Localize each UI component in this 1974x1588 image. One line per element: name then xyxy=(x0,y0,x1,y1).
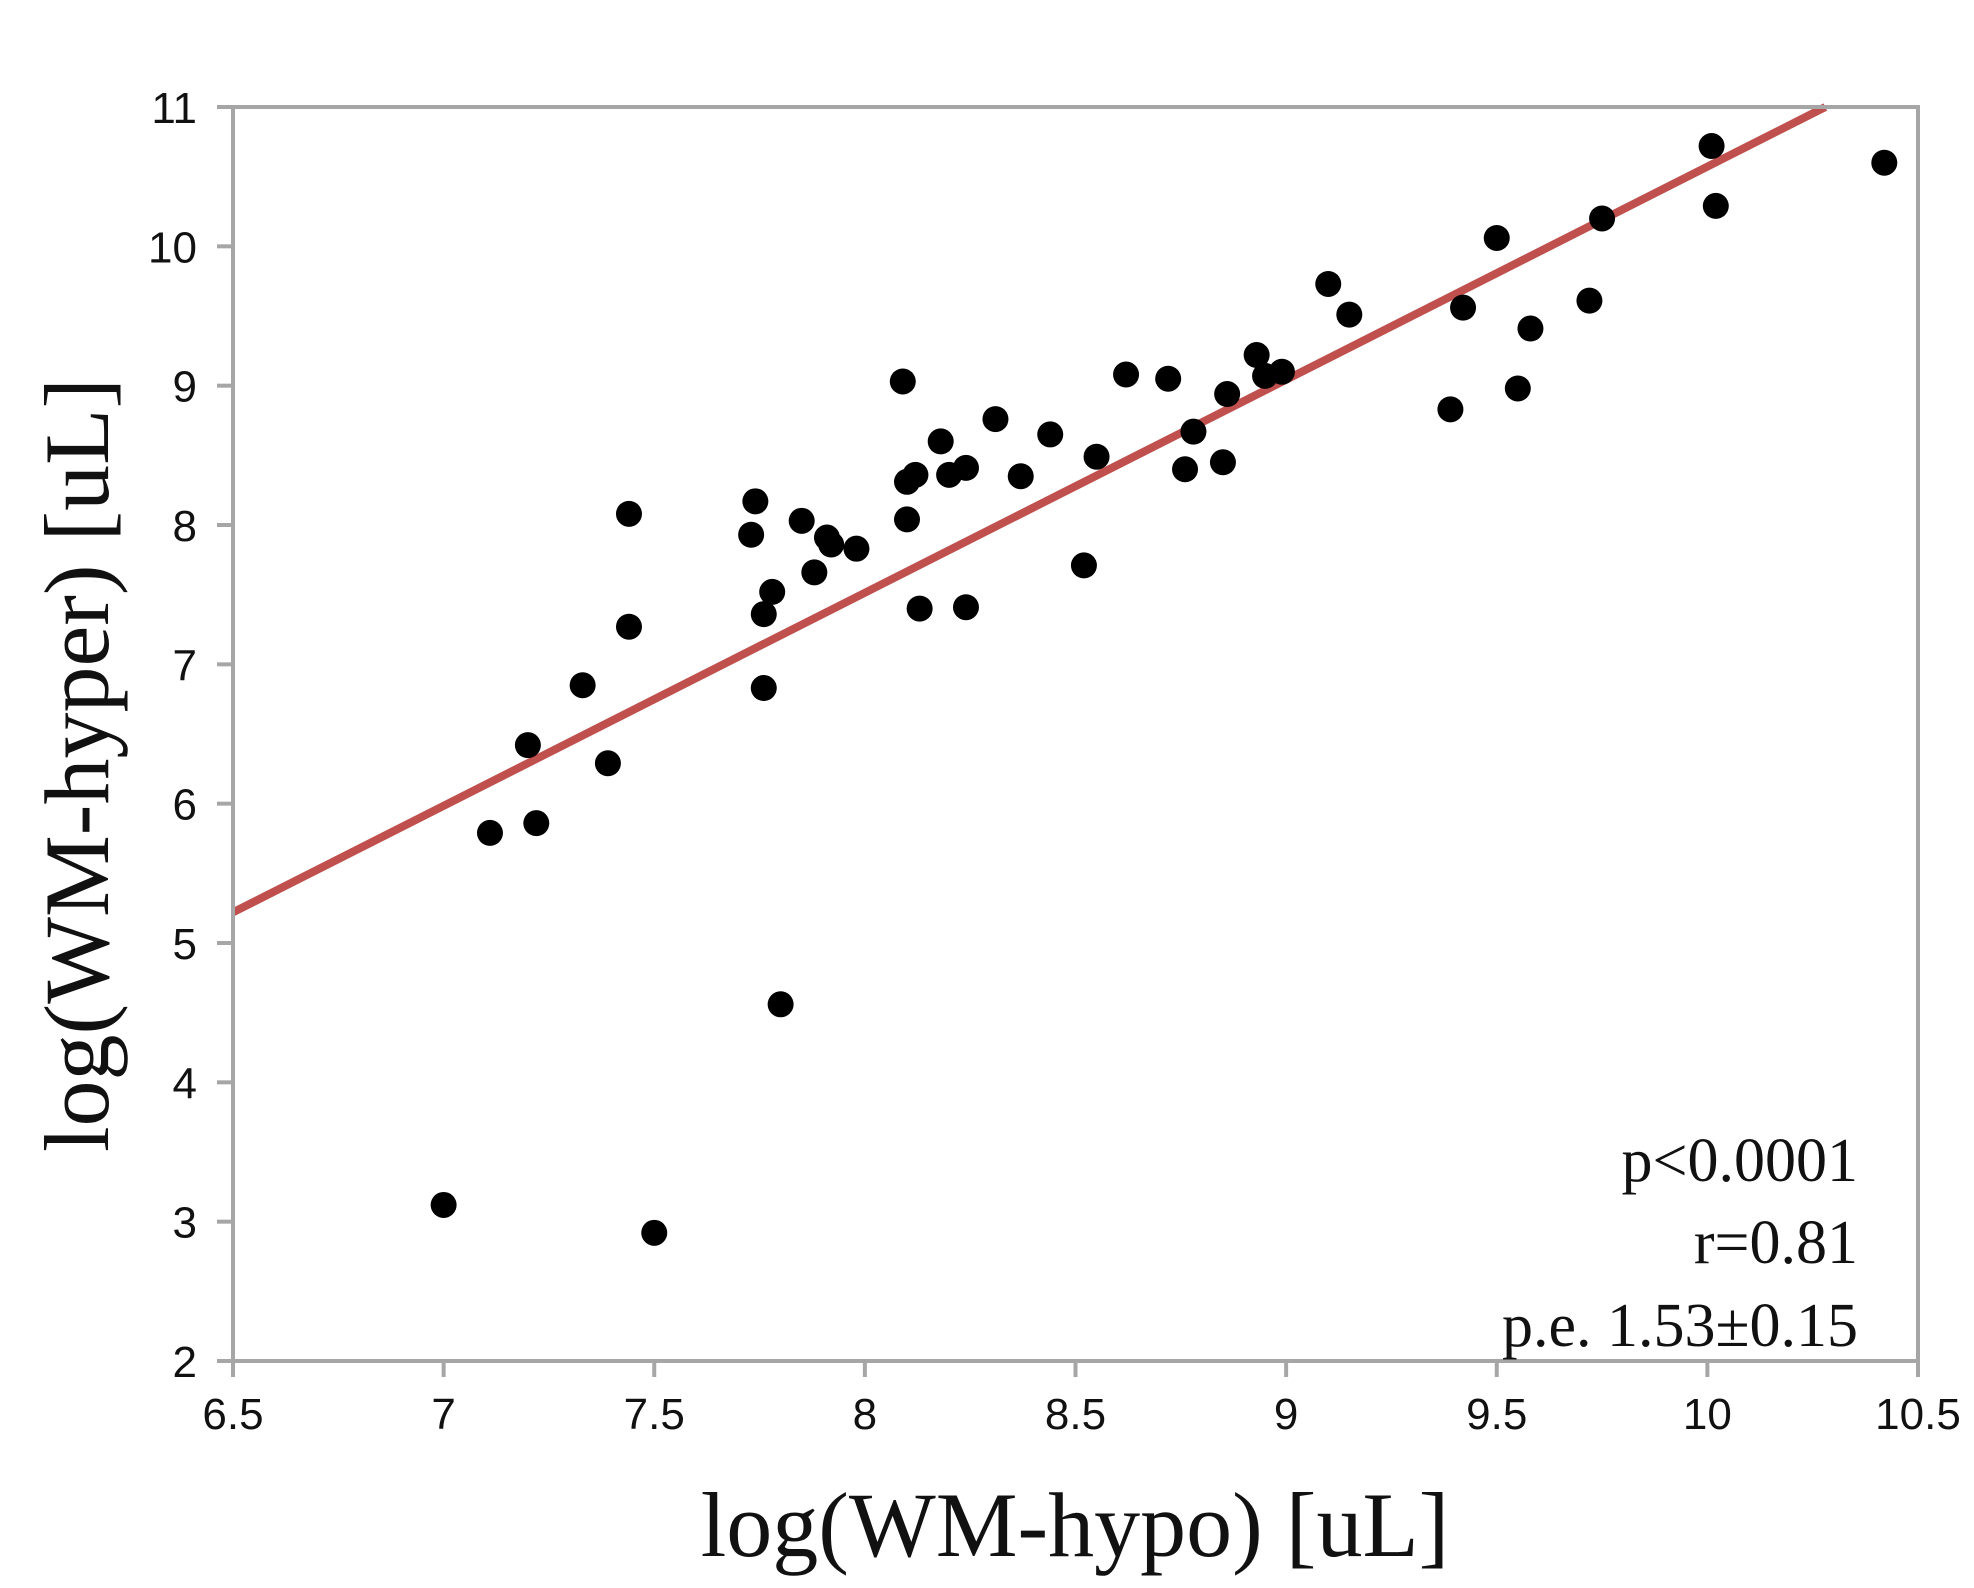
data-point xyxy=(742,488,769,515)
data-point xyxy=(788,507,815,534)
data-points xyxy=(430,133,1898,1246)
x-axis-label: log(WM-hypo) [uL] xyxy=(701,1474,1450,1576)
x-axis-ticks: 6.5 7 7.5 8 8.5 9 9.5 10 10.5 xyxy=(202,1361,1961,1439)
data-point xyxy=(1576,287,1603,314)
data-point xyxy=(1243,342,1270,369)
data-point xyxy=(1155,365,1182,392)
y-tick-label: 5 xyxy=(173,920,197,969)
x-tick-label: 7.5 xyxy=(624,1390,685,1439)
x-tick-label: 9.5 xyxy=(1466,1390,1527,1439)
data-point xyxy=(952,454,979,481)
data-point xyxy=(1007,463,1034,490)
data-point xyxy=(641,1219,668,1246)
data-point xyxy=(894,506,920,533)
plot-frame xyxy=(231,105,1920,1363)
data-point xyxy=(1070,552,1097,579)
y-tick-label: 4 xyxy=(173,1059,197,1108)
x-tick-label: 6.5 xyxy=(202,1390,263,1439)
data-point xyxy=(952,594,979,621)
data-point xyxy=(1483,224,1510,251)
data-point xyxy=(1504,375,1531,402)
x-tick-label: 7 xyxy=(431,1390,455,1439)
data-point xyxy=(801,559,828,586)
data-point xyxy=(1336,301,1363,328)
data-point xyxy=(1172,456,1199,483)
correlation-annotation: r=0.81 xyxy=(1694,1209,1858,1277)
x-tick-label: 8.5 xyxy=(1045,1390,1106,1439)
data-point xyxy=(430,1191,457,1218)
data-point xyxy=(514,732,541,759)
data-point xyxy=(767,991,794,1018)
data-point xyxy=(902,461,929,488)
data-point xyxy=(750,601,777,628)
data-point xyxy=(759,578,786,605)
data-point xyxy=(1209,449,1236,476)
data-point xyxy=(1517,315,1544,342)
data-point xyxy=(523,810,550,837)
data-point xyxy=(818,531,845,558)
data-point xyxy=(843,535,870,562)
y-axis-ticks: 2 3 4 5 6 7 8 9 10 11 xyxy=(148,84,233,1387)
y-axis-label: log(WM-hyper) [uL] xyxy=(26,378,128,1152)
data-point xyxy=(615,500,642,527)
data-point xyxy=(615,613,642,640)
y-tick-label: 7 xyxy=(173,641,197,690)
estimate-annotation: p.e. 1.53±0.15 xyxy=(1502,1292,1858,1360)
regression-line xyxy=(231,103,1828,916)
y-tick-label: 3 xyxy=(173,1199,197,1248)
data-point xyxy=(1214,381,1241,408)
y-tick-label: 2 xyxy=(173,1338,197,1387)
y-tick-label: 9 xyxy=(173,363,197,412)
data-point xyxy=(1268,358,1295,385)
data-point xyxy=(982,406,1009,433)
data-point xyxy=(1113,361,1140,388)
x-tick-label: 8 xyxy=(853,1390,877,1439)
data-point xyxy=(906,595,933,622)
p-value-annotation: p<0.0001 xyxy=(1622,1127,1858,1195)
data-point xyxy=(1315,270,1342,297)
x-tick-label: 10 xyxy=(1683,1390,1732,1439)
data-point xyxy=(750,675,777,702)
data-point xyxy=(889,368,916,395)
data-point xyxy=(1037,421,1064,448)
data-point xyxy=(1083,443,1110,470)
data-point xyxy=(1437,396,1464,423)
data-point xyxy=(569,672,596,699)
y-tick-label: 6 xyxy=(173,781,197,830)
x-tick-label: 10.5 xyxy=(1875,1390,1961,1439)
y-tick-label: 11 xyxy=(151,84,197,133)
data-point xyxy=(1450,294,1477,321)
data-point xyxy=(476,819,503,846)
data-point xyxy=(927,428,954,455)
data-point xyxy=(1698,133,1725,160)
data-point xyxy=(1589,205,1616,232)
data-point xyxy=(594,750,621,777)
data-point xyxy=(738,521,765,548)
data-point xyxy=(1871,149,1898,176)
x-tick-label: 9 xyxy=(1274,1390,1298,1439)
data-point xyxy=(1702,192,1729,219)
y-tick-label: 10 xyxy=(148,223,197,272)
y-tick-label: 8 xyxy=(173,502,197,551)
data-point xyxy=(1180,418,1207,445)
